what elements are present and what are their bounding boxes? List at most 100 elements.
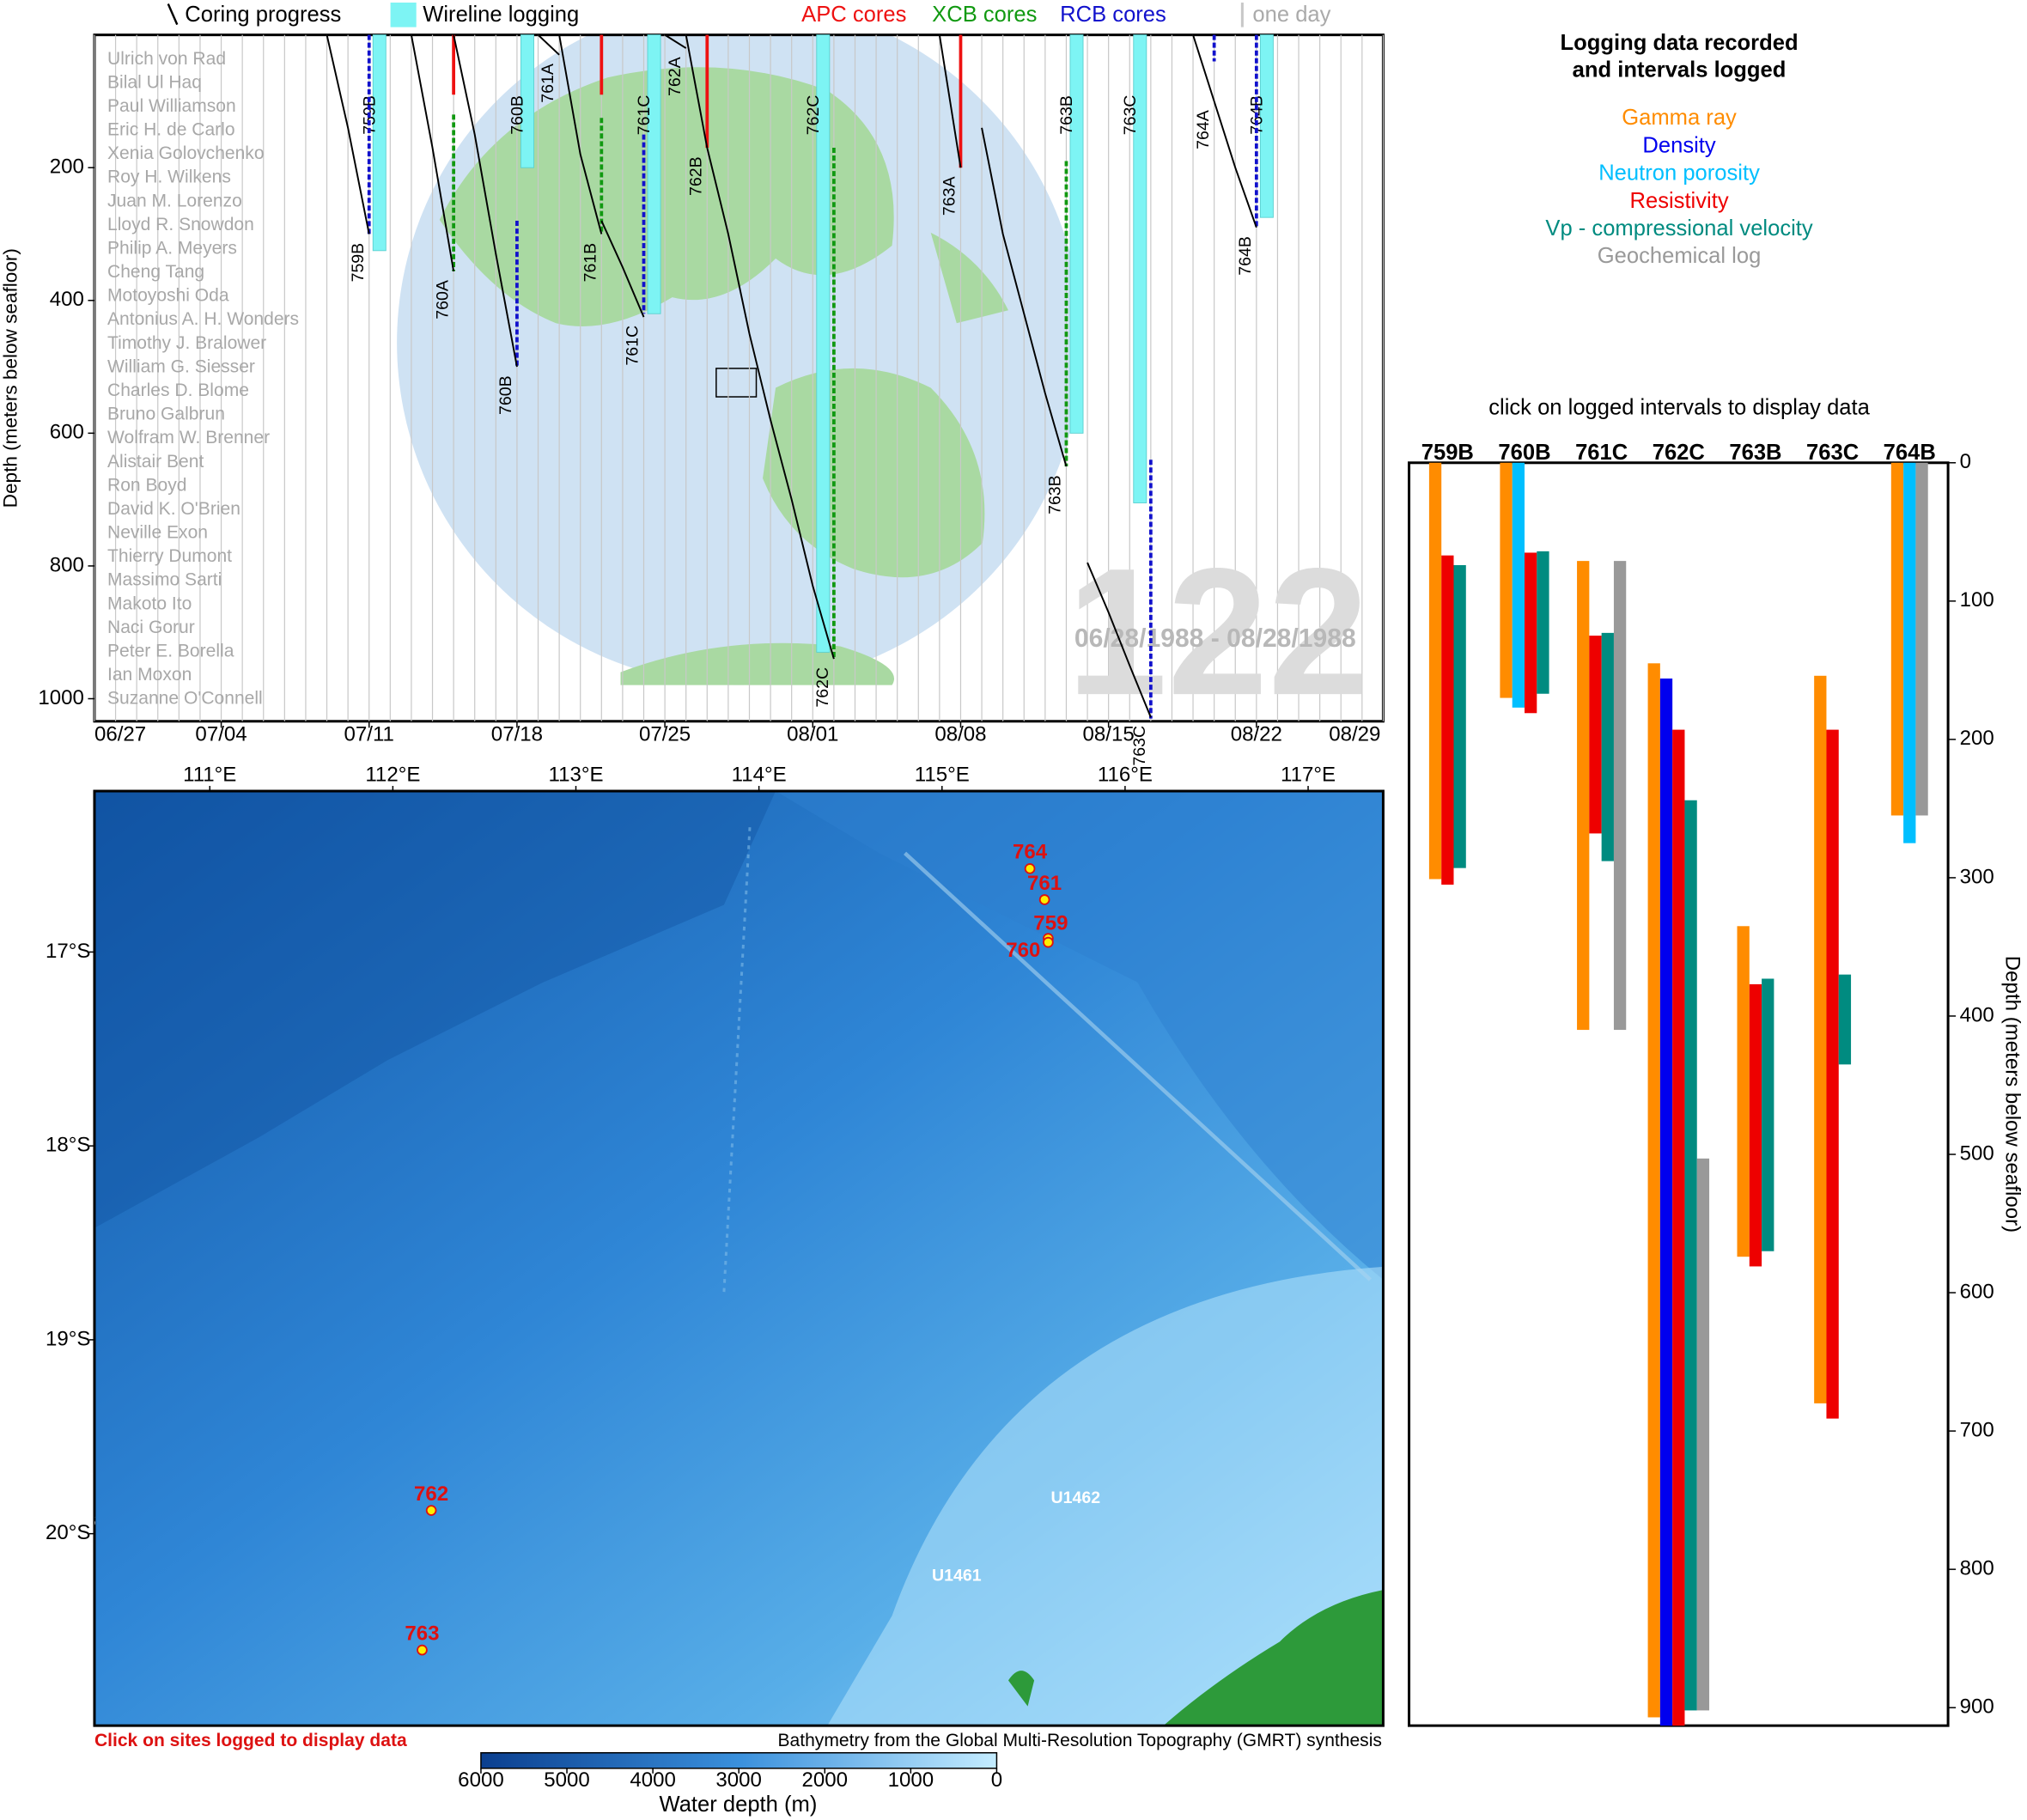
- logged-interval[interactable]: [1826, 729, 1839, 1419]
- logging-interval: [520, 34, 534, 168]
- logged-interval[interactable]: [1684, 800, 1697, 1711]
- y-tick-label: 400: [50, 288, 84, 311]
- other-site-label: 766: [68, 1512, 96, 1531]
- participant-name: Antonius A. H. Wonders: [107, 309, 299, 329]
- participant-name: Bruno Galbrun: [107, 405, 225, 424]
- lon-label: 115°E: [915, 763, 970, 786]
- site-marker[interactable]: [1043, 936, 1054, 948]
- site-marker[interactable]: [1038, 894, 1050, 905]
- lat-label: 18°S: [46, 1134, 90, 1157]
- category-label: 763C: [1806, 441, 1859, 465]
- coring-hole-label: 760A: [433, 280, 452, 320]
- logged-interval[interactable]: [1537, 551, 1549, 694]
- logged-interval[interactable]: [1915, 462, 1928, 816]
- site-label[interactable]: 759: [1033, 911, 1068, 934]
- logged-interval[interactable]: [1672, 729, 1685, 1726]
- logging-interval: [1069, 34, 1084, 434]
- site-label[interactable]: 761: [1027, 872, 1062, 895]
- logged-interval[interactable]: [1453, 564, 1466, 868]
- x-tick-label: 06/27: [94, 723, 146, 746]
- y-tick-label: 500: [1960, 1141, 1994, 1165]
- logged-interval[interactable]: [1441, 555, 1454, 885]
- coring-line: [410, 34, 455, 271]
- legend-label: RCB cores: [1060, 3, 1166, 27]
- subtitle: click on logged intervals to display dat…: [1488, 395, 1870, 419]
- logged-interval[interactable]: [1577, 561, 1590, 1031]
- logged-interval[interactable]: [1500, 462, 1513, 698]
- site-label[interactable]: 764: [1013, 841, 1048, 864]
- site-layer: 764 761 759 760 762 763 U1462 U1461 766: [68, 841, 1101, 1656]
- y-tick-label: 600: [50, 421, 84, 444]
- colorbar-tick-label: 2000: [802, 1768, 849, 1792]
- logging-interval: [647, 34, 661, 314]
- logged-interval[interactable]: [1589, 636, 1602, 834]
- y-tick-label: 400: [1960, 1003, 1994, 1026]
- logged-interval[interactable]: [1428, 462, 1442, 880]
- category-label: 764B: [1884, 441, 1936, 465]
- participant-name: Suzanne O'Connell: [107, 689, 263, 709]
- participant-name: Lloyd R. Snowdon: [107, 215, 254, 234]
- coring-hole-label: 759B: [349, 243, 368, 283]
- participant-name: Bilal Ul Haq: [107, 72, 202, 92]
- category-label: 763B: [1729, 441, 1781, 465]
- logging-hole-label: 762C: [804, 95, 823, 136]
- legend-title: and intervals logged: [1573, 58, 1787, 82]
- site-marker[interactable]: [1024, 863, 1036, 874]
- coring-hole-label: 764A: [1194, 110, 1213, 149]
- category-label: 759B: [1421, 441, 1474, 465]
- map-note: Click on sites logged to display data: [94, 1731, 407, 1750]
- site-label[interactable]: 762: [414, 1482, 448, 1506]
- map-credit: Bathymetry from the Global Multi-Resolut…: [778, 1731, 1382, 1750]
- logged-interval[interactable]: [1696, 1158, 1710, 1711]
- logged-interval[interactable]: [1512, 462, 1525, 708]
- logged-interval[interactable]: [1525, 552, 1537, 714]
- logged-interval[interactable]: [1647, 663, 1660, 1718]
- site-marker[interactable]: [417, 1644, 428, 1656]
- participant-name: Thierry Dumont: [107, 546, 232, 566]
- coring-line: [453, 34, 518, 368]
- coring-line: [326, 34, 370, 234]
- x-tick-label: 08/22: [1231, 723, 1282, 746]
- y-tick-label: 1000: [38, 686, 84, 709]
- colorbar-label: Water depth (m): [660, 1793, 818, 1817]
- participant-name: Peter E. Borella: [107, 641, 234, 660]
- logged-interval[interactable]: [1749, 983, 1762, 1267]
- other-site-label: U1461: [932, 1566, 982, 1585]
- legend-entry: Gamma ray: [1622, 106, 1737, 130]
- coring-line: [664, 33, 687, 49]
- map-frame: [93, 789, 1385, 1727]
- logged-interval[interactable]: [1659, 679, 1673, 1726]
- colorbar-tick-label: 0: [991, 1768, 1002, 1792]
- day-grid: [94, 34, 1385, 721]
- logged-interval[interactable]: [1903, 462, 1916, 843]
- logged-interval[interactable]: [1762, 978, 1774, 1251]
- logged-interval[interactable]: [1601, 632, 1614, 861]
- legend-label: XCB cores: [932, 3, 1037, 27]
- logged-interval[interactable]: [1737, 926, 1750, 1257]
- legend-label: Wireline logging: [423, 3, 579, 27]
- logged-interval[interactable]: [1838, 974, 1852, 1065]
- other-site-label: U1462: [1051, 1488, 1101, 1507]
- legend-label: APC cores: [801, 3, 906, 27]
- logged-interval[interactable]: [1613, 561, 1627, 1031]
- lat-label: 19°S: [46, 1327, 90, 1350]
- participant-name: Xenia Golovchenko: [107, 143, 265, 163]
- expedition-number: 122: [1067, 530, 1369, 733]
- coring-line: [685, 34, 709, 149]
- y-axis-label: Depth (meters below seafloor): [0, 248, 21, 508]
- x-tick-label: 07/18: [491, 723, 543, 746]
- lon-label: 113°E: [548, 763, 603, 786]
- colorbar-tick-label: 1000: [888, 1768, 934, 1792]
- site-label[interactable]: 763: [405, 1622, 439, 1645]
- legend-logging: [390, 3, 417, 27]
- logged-interval[interactable]: [1814, 675, 1827, 1403]
- bathymetry: [94, 791, 1384, 1726]
- y-tick-label: 100: [1960, 588, 1994, 612]
- logged-interval[interactable]: [1890, 462, 1904, 816]
- lon-label: 112°E: [365, 763, 420, 786]
- site-marker[interactable]: [425, 1505, 437, 1516]
- coring-chart: Ulrich von Rad Bilal Ul Haq Paul Williamso…: [0, 3, 1385, 766]
- participant-name: Wolfram W. Brenner: [107, 428, 270, 447]
- site-label[interactable]: 760: [1006, 939, 1040, 962]
- y-tick-label: 0: [1960, 450, 1971, 473]
